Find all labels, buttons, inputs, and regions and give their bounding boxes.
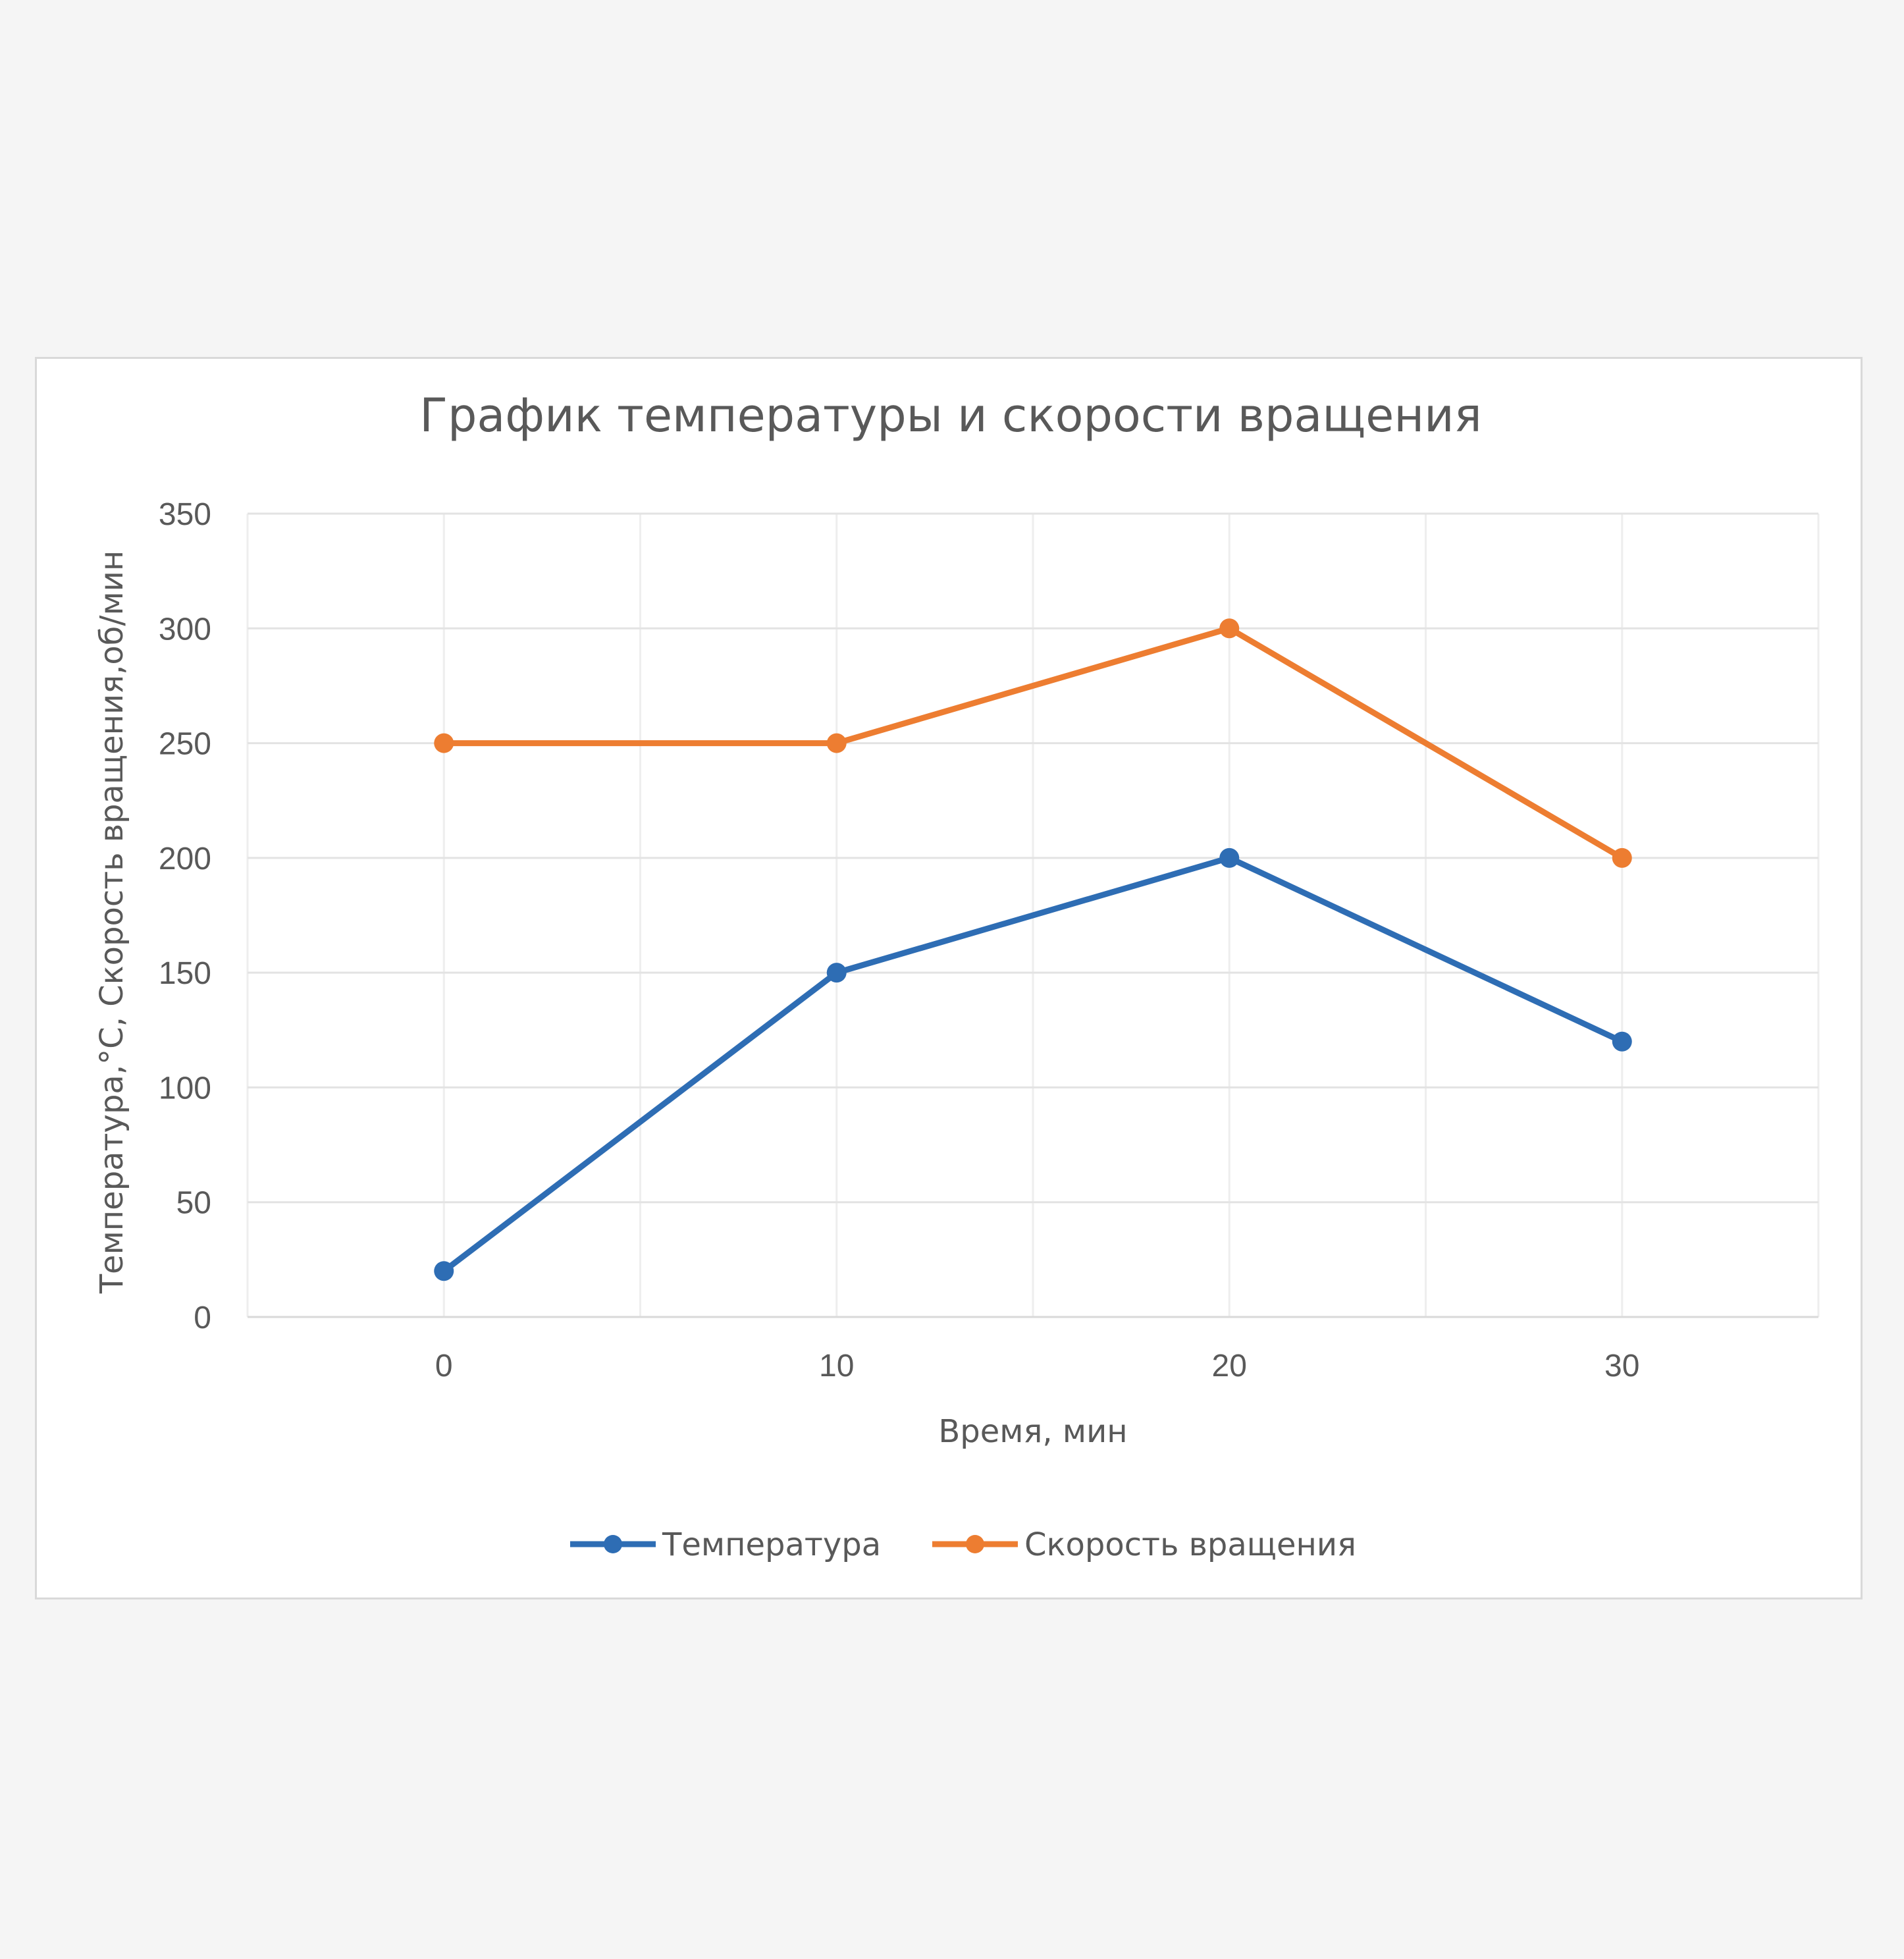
y-axis-label: Температура,°С, Скорость вращения,об/мин	[93, 550, 130, 1295]
data-point	[434, 733, 454, 753]
data-point	[1612, 847, 1632, 868]
x-tick-label: 20	[1212, 1349, 1247, 1383]
x-axis-ticks: 0 10 20 30	[435, 1349, 1640, 1383]
line-chart: График температуры и скорости вращения 0…	[93, 389, 1820, 1563]
y-tick-label: 0	[194, 1301, 211, 1335]
legend-marker-2	[966, 1535, 984, 1553]
x-tick-label: 30	[1604, 1349, 1639, 1383]
legend-label-2: Скорость вращения	[1024, 1526, 1356, 1563]
y-tick-label: 350	[159, 497, 211, 532]
y-tick-label: 300	[159, 612, 211, 647]
data-point	[826, 733, 847, 753]
series-line-1	[440, 855, 1626, 1274]
y-tick-label: 200	[159, 842, 211, 876]
x-tick-label: 0	[435, 1349, 453, 1383]
series-line-2	[440, 625, 1626, 861]
chart-title: График температуры и скорости вращения	[419, 389, 1481, 443]
legend-label-1: Температура	[662, 1526, 881, 1563]
y-tick-label: 100	[159, 1071, 211, 1106]
data-point	[434, 1261, 454, 1281]
x-axis-label: Время, мин	[938, 1413, 1127, 1450]
data-point	[1219, 618, 1240, 639]
grid	[246, 512, 1820, 1318]
chart-container: График температуры и скорости вращения 0…	[35, 357, 1863, 1599]
series	[434, 618, 1632, 1281]
x-tick-label: 10	[819, 1349, 854, 1383]
data-point	[1219, 847, 1240, 868]
data-point	[1612, 1031, 1632, 1052]
legend-marker-1	[604, 1535, 622, 1553]
y-axis-ticks: 0 50 100 150 200 250 300 350	[159, 497, 211, 1335]
legend: Температура Скорость вращения	[570, 1526, 1356, 1563]
data-point	[826, 963, 847, 983]
y-tick-label: 250	[159, 727, 211, 762]
y-tick-label: 50	[176, 1186, 211, 1221]
y-tick-label: 150	[159, 956, 211, 991]
